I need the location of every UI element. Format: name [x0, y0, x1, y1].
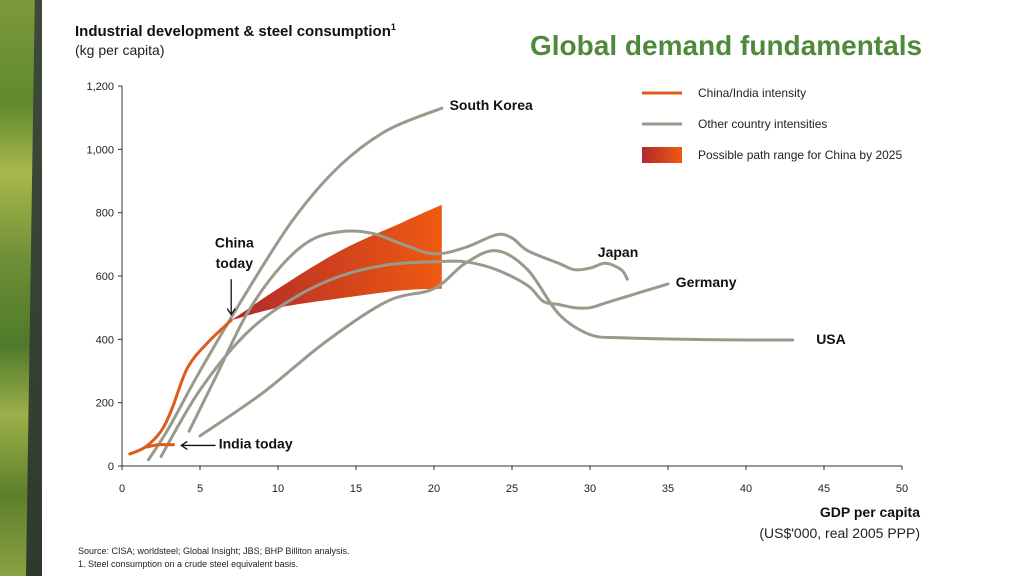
x-tick-label: 50	[896, 483, 908, 495]
chart-subtitle: (kg per capita)	[75, 42, 165, 58]
x-tick-label: 40	[740, 483, 752, 495]
y-tick-label: 800	[96, 208, 114, 220]
x-tick-label: 0	[119, 483, 125, 495]
x-tick-label: 45	[818, 483, 830, 495]
footnote: 1. Steel consumption on a crude steel eq…	[78, 559, 299, 569]
series-line-china	[128, 318, 233, 456]
chart-title: Industrial development & steel consumpti…	[75, 22, 396, 40]
chart-title-text: Industrial development & steel consumpti…	[75, 23, 391, 40]
y-tick-label: 600	[96, 271, 114, 283]
y-tick-label: 1,000	[86, 144, 114, 156]
x-tick-label: 5	[197, 483, 203, 495]
series-line-japan	[187, 229, 629, 433]
label-japan: Japan	[598, 244, 638, 260]
x-tick-label: 15	[350, 483, 362, 495]
x-tick-label: 20	[428, 483, 440, 495]
legend-label: China/India intensity	[698, 86, 806, 100]
label-china-today-line1: China	[215, 235, 254, 251]
chart-title-footnote-marker: 1	[390, 22, 396, 32]
label-india-today: India today	[219, 436, 293, 452]
x-tick-label: 25	[506, 483, 518, 495]
series-line-india	[145, 443, 175, 449]
label-china-today-line2: today	[216, 255, 254, 271]
label-south-korea: South Korea	[450, 97, 533, 113]
slide-headline: Global demand fundamentals	[530, 30, 923, 61]
chart-band-layer	[231, 204, 442, 321]
chart-axes: 0 200 400 600 800 1,000 1,200 0 5 10 15 20 25 30 35 40 4…	[86, 81, 908, 495]
y-tick-label: 0	[108, 461, 114, 473]
x-axis-label: GDP per capita	[819, 504, 920, 520]
series-line-germany	[159, 259, 670, 458]
china-today-arrow-head	[226, 308, 236, 316]
y-tick-label: 200	[96, 398, 114, 410]
india-today-arrow-head	[180, 440, 188, 450]
series-line-usa	[198, 249, 795, 438]
legend-label: Other country intensities	[698, 117, 827, 131]
label-germany: Germany	[676, 274, 737, 290]
series-line-south-korea	[147, 106, 444, 462]
chart-annotation-layer: South Korea Japan Germany USA China today Indi…	[180, 97, 846, 452]
label-usa: USA	[816, 331, 846, 347]
x-axis-sublabel: (US$'000, real 2005 PPP)	[759, 525, 920, 541]
x-tick-label: 10	[272, 483, 284, 495]
china-2025-path-band	[231, 204, 442, 321]
y-tick-label: 400	[96, 334, 114, 346]
chart-series-layer	[128, 106, 795, 462]
chart-legend: China/India intensity Other country inten…	[642, 86, 902, 163]
source-note: Source: CISA; worldsteel; Global Insight…	[78, 546, 350, 556]
x-tick-label: 30	[584, 483, 596, 495]
y-tick-label: 1,200	[86, 81, 114, 93]
legend-swatch-band	[642, 147, 682, 163]
x-tick-label: 35	[662, 483, 674, 495]
legend-label: Possible path range for China by 2025	[698, 148, 902, 162]
